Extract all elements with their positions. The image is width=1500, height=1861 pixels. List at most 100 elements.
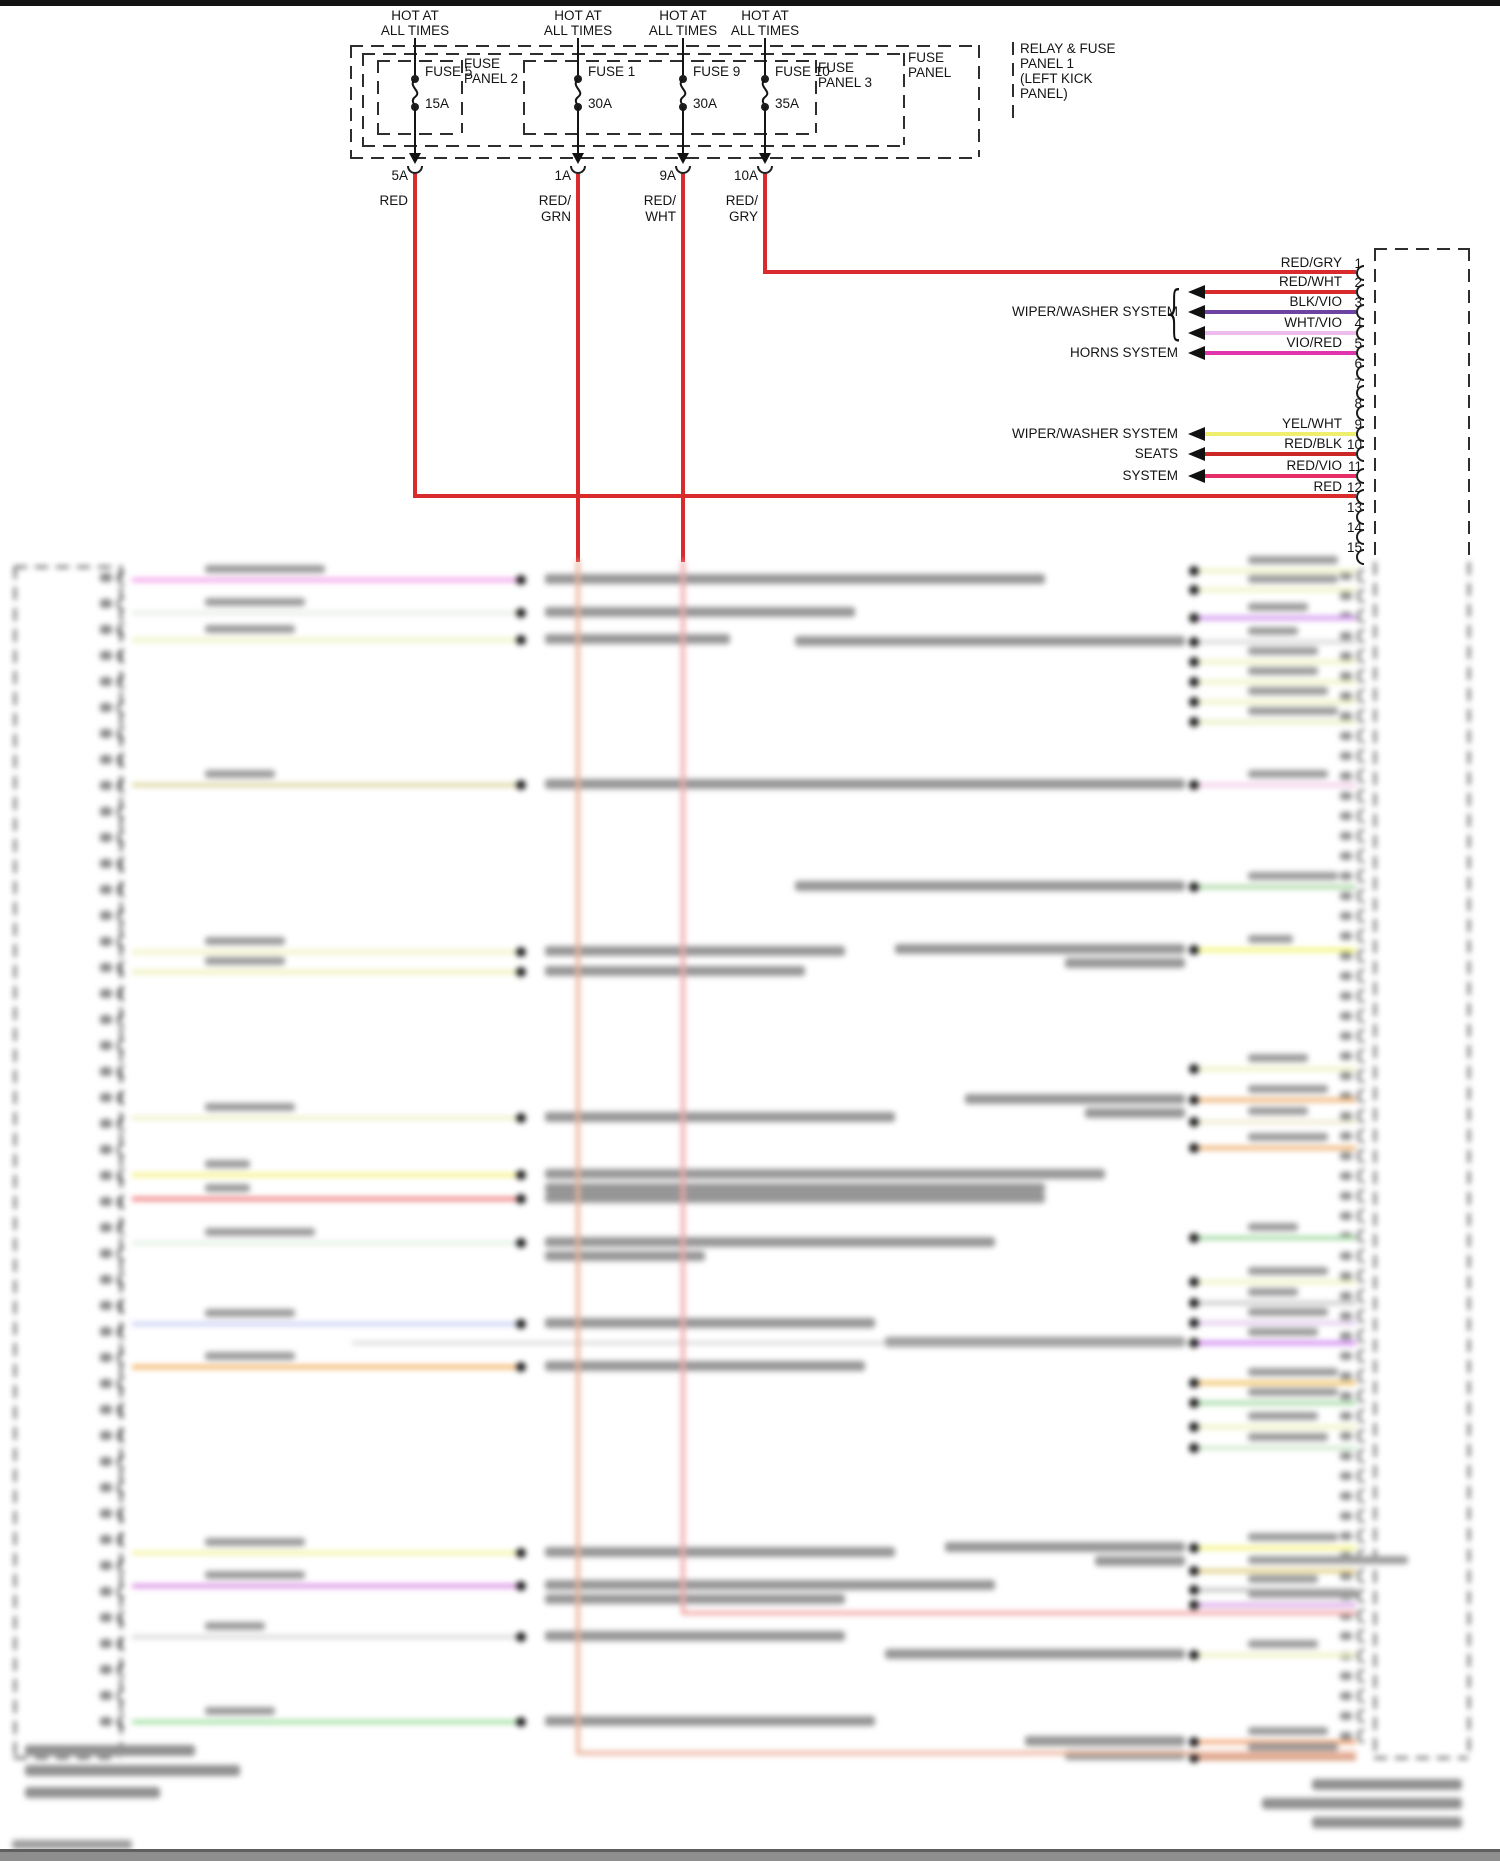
left-row-wire [132, 1173, 516, 1177]
wire-socket-cup [407, 166, 423, 174]
right-row-text-blur [945, 1542, 1185, 1552]
hot-at-all-times-label: HOT AT [391, 8, 439, 23]
relay-fuse-panel-label: PANEL 1 [1020, 56, 1075, 71]
left-arrow [1188, 447, 1205, 461]
socket-arc [117, 1585, 124, 1599]
right-pin-socket [1357, 1369, 1364, 1383]
left-pin-socket [117, 623, 124, 637]
socket-arc [117, 1507, 124, 1521]
socket-arc [117, 779, 124, 793]
left-pin-socket [117, 831, 124, 845]
left-pin-number-blur [100, 911, 112, 920]
left-pin-socket [117, 1143, 124, 1157]
right-row-splice-dot [1189, 1298, 1199, 1308]
left-pin-socket [117, 727, 124, 741]
left-pin-number-blur [100, 963, 112, 972]
left-row-wire-label-blur [205, 1103, 295, 1111]
pin-number: 8 [1354, 396, 1362, 411]
left-row-splice-dot [516, 635, 526, 645]
right-row-wire [1196, 783, 1356, 787]
socket-arc [1357, 1569, 1364, 1583]
right-pin-socket [1357, 1009, 1364, 1023]
left-row-wire-label-blur [205, 1571, 305, 1579]
left-arrow [1188, 305, 1205, 319]
right-row-splice-dot [1189, 1095, 1199, 1105]
wire-redgry-vertical [763, 174, 767, 272]
pin-wire-label: RED/VIO [1286, 458, 1342, 473]
right-row-splice-dot [1189, 697, 1199, 707]
right-row-wire [1196, 720, 1356, 724]
socket-arc [1357, 849, 1364, 863]
right-row-wire [1196, 1756, 1356, 1760]
socket-arc [1357, 1409, 1364, 1423]
left-pin-socket [117, 1481, 124, 1495]
right-pin-number-blur [1340, 572, 1352, 580]
long-route-vertical [576, 560, 580, 1751]
left-arrow [1188, 285, 1205, 299]
right-pin-number-blur [1340, 872, 1352, 880]
socket-arc [117, 1715, 124, 1729]
pin-number: 1 [1354, 256, 1362, 271]
right-pin-number-blur [1340, 1172, 1352, 1180]
socket-arc [1356, 345, 1364, 361]
right-row-splice-dot [1189, 1600, 1199, 1610]
right-row-wire [1196, 1653, 1356, 1657]
pin-number: 2 [1354, 275, 1362, 290]
pin-number: 6 [1354, 356, 1362, 371]
hot-at-all-times-label: ALL TIMES [543, 23, 613, 38]
right-pin-socket [1357, 949, 1364, 963]
left-connector-box-right [120, 566, 122, 1757]
right-pin-socket [1357, 1589, 1364, 1603]
right-pin-number-blur [1340, 1192, 1352, 1200]
right-row-wire-label-blur [1248, 627, 1298, 635]
socket-arc [117, 857, 124, 871]
socket-arc [1356, 265, 1364, 281]
right-pin-socket [1357, 709, 1364, 723]
socket-arc [1357, 1349, 1364, 1363]
socket-arc [1357, 1009, 1364, 1023]
right-row-wire-label-blur [1248, 1308, 1328, 1316]
socket-arc [1357, 709, 1364, 723]
right-pin-socket [1357, 589, 1364, 603]
right-row-wire [1196, 948, 1356, 952]
kick-panel-connector-box-left [1374, 248, 1376, 562]
fuse-panel-outer-box-bottom [350, 157, 978, 159]
right-pin-number-blur [1340, 1072, 1352, 1080]
socket-arc [1357, 1449, 1364, 1463]
left-pin-socket [117, 597, 124, 611]
fuse-panel3-label: PANEL 3 [818, 75, 873, 90]
socket-arc [1357, 1629, 1364, 1643]
right-pin-number-blur [1340, 1332, 1352, 1340]
right-row-wire [1196, 1321, 1356, 1325]
left-row-text-blur [545, 1318, 875, 1328]
right-row-wire [1196, 1425, 1356, 1429]
right-pin-number-blur [1340, 1112, 1352, 1120]
right-row-splice-dot [1189, 637, 1199, 647]
fuse-panel-inner-box-right [903, 53, 905, 145]
left-pin-socket [117, 1559, 124, 1573]
socket-arc [1357, 1689, 1364, 1703]
right-pin-socket [1357, 1609, 1364, 1623]
right-row-text-blur [795, 881, 1185, 891]
socket-arc [117, 1065, 124, 1079]
right-pin-socket [1357, 669, 1364, 683]
system-label: WIPER/WASHER SYSTEM [1011, 304, 1178, 319]
pin-wire [1202, 310, 1356, 314]
fuse-name-label: FUSE 5 [425, 64, 473, 79]
right-row-feed-line [352, 1342, 1190, 1344]
socket-arc [1356, 468, 1364, 484]
left-pin-number-blur [100, 1015, 112, 1024]
right-row-wire [1196, 1120, 1356, 1124]
kick-panel-connector-box-top [1374, 248, 1468, 250]
left-row-wire-label-blur [205, 1309, 295, 1317]
right-row-wire-label-blur [1248, 1590, 1358, 1598]
right-row-wire [1196, 1067, 1356, 1071]
right-pin-socket [1357, 1629, 1364, 1643]
socket-arc [1357, 1609, 1364, 1623]
right-pin-number-blur [1340, 652, 1352, 660]
left-pin-number-blur [100, 1431, 112, 1440]
socket-arc [117, 1637, 124, 1651]
left-pin-socket [117, 753, 124, 767]
right-pin-number-blur [1340, 1532, 1352, 1540]
